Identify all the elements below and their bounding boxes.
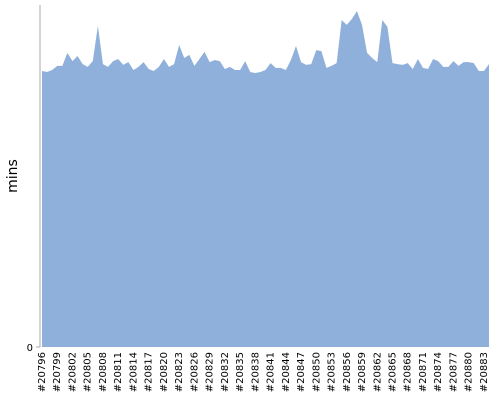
x-tick-label: #20850 xyxy=(311,352,322,392)
x-tick-label: #20844 xyxy=(281,352,292,392)
x-tick-label: #20817 xyxy=(144,352,155,392)
x-tick-label: #20826 xyxy=(189,352,200,392)
x-tick-label: #20862 xyxy=(372,352,383,392)
x-tick-label: #20841 xyxy=(266,352,277,392)
x-tick-label: #20829 xyxy=(205,352,216,392)
x-tick-label: #20880 xyxy=(464,352,475,392)
x-tick-label: #20871 xyxy=(418,352,429,392)
x-tick-label: #20859 xyxy=(357,352,368,392)
x-tick-label: #20796 xyxy=(37,352,48,392)
x-tick-label: #20868 xyxy=(403,352,414,392)
x-tick-label: #20853 xyxy=(327,352,338,392)
x-tick-label: #20838 xyxy=(250,352,261,392)
x-tick-label: #20832 xyxy=(220,352,231,392)
area xyxy=(42,11,489,347)
x-tick-label: #20799 xyxy=(52,352,63,392)
x-tick-label: #20835 xyxy=(235,352,246,392)
x-tick-label: #20883 xyxy=(479,352,490,392)
y-tick-label: 0 xyxy=(27,343,33,354)
x-tick-label: #20811 xyxy=(113,352,124,392)
x-tick-label: #20877 xyxy=(448,352,459,392)
x-tick-label: #20808 xyxy=(98,352,109,392)
x-tick-label: #20805 xyxy=(83,352,94,392)
x-tick-label: #20847 xyxy=(296,352,307,392)
x-tick-label: #20856 xyxy=(342,352,353,392)
x-tick-label: #20865 xyxy=(387,352,398,392)
x-tick-label: #20814 xyxy=(128,352,139,392)
x-tick-label: #20820 xyxy=(159,352,170,392)
y-axis-label: mins xyxy=(5,159,21,193)
x-tick-label: #20802 xyxy=(67,352,78,392)
x-tick-label: #20823 xyxy=(174,352,185,392)
x-tick-label: #20874 xyxy=(433,352,444,392)
